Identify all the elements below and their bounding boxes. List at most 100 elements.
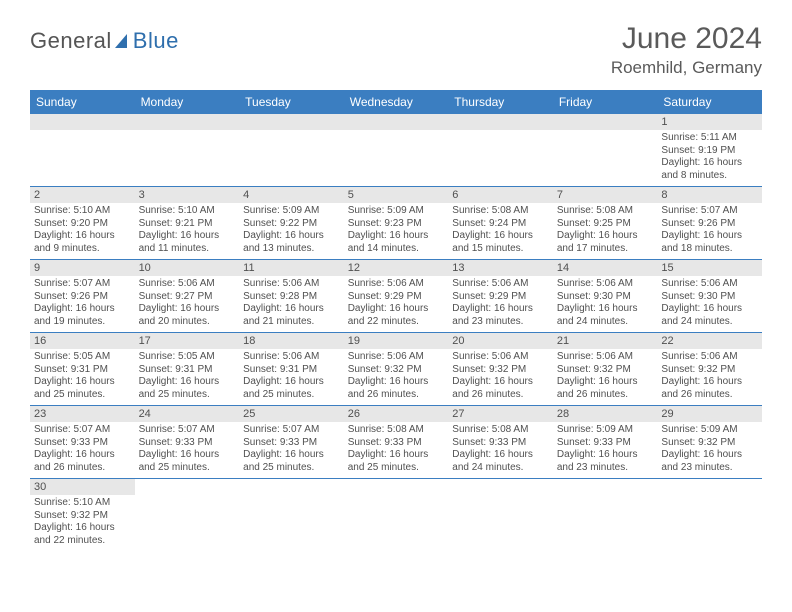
day-line-ss: Sunset: 9:32 PM [661,364,758,377]
day-line-ss: Sunset: 9:32 PM [661,437,758,450]
day-number: 26 [344,406,449,422]
day-cell: 16Sunrise: 5:05 AMSunset: 9:31 PMDayligh… [30,333,135,405]
day-number: 28 [553,406,658,422]
dow-cell: Monday [135,90,240,114]
day-cell [239,479,344,551]
day-line-d2: and 25 minutes. [243,389,340,402]
day-cell [448,479,553,551]
day-cell: 29Sunrise: 5:09 AMSunset: 9:32 PMDayligh… [657,406,762,478]
day-line-sr: Sunrise: 5:07 AM [139,424,236,437]
day-line-sr: Sunrise: 5:06 AM [661,351,758,364]
day-cell: 28Sunrise: 5:09 AMSunset: 9:33 PMDayligh… [553,406,658,478]
day-line-d1: Daylight: 16 hours [452,449,549,462]
day-line-sr: Sunrise: 5:09 AM [348,205,445,218]
dow-cell: Friday [553,90,658,114]
day-line-sr: Sunrise: 5:06 AM [243,351,340,364]
day-line-sr: Sunrise: 5:06 AM [139,278,236,291]
day-line-d2: and 19 minutes. [34,316,131,329]
day-line-d1: Daylight: 16 hours [139,303,236,316]
day-number: 25 [239,406,344,422]
day-line-d1: Daylight: 16 hours [34,449,131,462]
day-line-sr: Sunrise: 5:08 AM [557,205,654,218]
day-line-d1: Daylight: 16 hours [243,449,340,462]
day-line-d1: Daylight: 16 hours [34,303,131,316]
day-line-d1: Daylight: 16 hours [557,449,654,462]
day-line-sr: Sunrise: 5:08 AM [452,205,549,218]
day-line-d2: and 25 minutes. [34,389,131,402]
empty-day-bar [344,114,449,130]
day-line-sr: Sunrise: 5:06 AM [243,278,340,291]
day-line-ss: Sunset: 9:32 PM [348,364,445,377]
week-row: 30Sunrise: 5:10 AMSunset: 9:32 PMDayligh… [30,479,762,551]
logo-text: GeneralBlue [30,28,179,54]
day-number: 15 [657,260,762,276]
day-line-d1: Daylight: 16 hours [34,522,131,535]
day-cell [239,114,344,186]
day-number: 7 [553,187,658,203]
day-line-d1: Daylight: 16 hours [243,303,340,316]
day-line-sr: Sunrise: 5:06 AM [557,278,654,291]
logo-word1: General [30,28,112,53]
day-number: 19 [344,333,449,349]
day-cell: 21Sunrise: 5:06 AMSunset: 9:32 PMDayligh… [553,333,658,405]
week-row: 9Sunrise: 5:07 AMSunset: 9:26 PMDaylight… [30,260,762,333]
day-number: 5 [344,187,449,203]
day-cell: 3Sunrise: 5:10 AMSunset: 9:21 PMDaylight… [135,187,240,259]
day-cell: 2Sunrise: 5:10 AMSunset: 9:20 PMDaylight… [30,187,135,259]
day-number: 13 [448,260,553,276]
day-cell: 20Sunrise: 5:06 AMSunset: 9:32 PMDayligh… [448,333,553,405]
day-cell [135,114,240,186]
day-line-d1: Daylight: 16 hours [139,376,236,389]
day-line-ss: Sunset: 9:32 PM [557,364,654,377]
day-cell: 24Sunrise: 5:07 AMSunset: 9:33 PMDayligh… [135,406,240,478]
day-line-d1: Daylight: 16 hours [139,230,236,243]
day-line-sr: Sunrise: 5:10 AM [34,205,131,218]
day-number: 29 [657,406,762,422]
day-line-ss: Sunset: 9:31 PM [34,364,131,377]
day-line-sr: Sunrise: 5:07 AM [243,424,340,437]
dow-cell: Saturday [657,90,762,114]
day-line-sr: Sunrise: 5:09 AM [243,205,340,218]
day-cell [135,479,240,551]
day-number: 3 [135,187,240,203]
day-line-sr: Sunrise: 5:10 AM [139,205,236,218]
day-number: 14 [553,260,658,276]
calendar: Sunday Monday Tuesday Wednesday Thursday… [30,90,762,551]
day-line-ss: Sunset: 9:20 PM [34,218,131,231]
day-line-sr: Sunrise: 5:11 AM [661,132,758,145]
day-number: 24 [135,406,240,422]
day-line-ss: Sunset: 9:19 PM [661,145,758,158]
weeks-container: 1Sunrise: 5:11 AMSunset: 9:19 PMDaylight… [30,114,762,551]
day-line-d2: and 25 minutes. [139,462,236,475]
dow-cell: Sunday [30,90,135,114]
dow-cell: Wednesday [344,90,449,114]
day-cell: 1Sunrise: 5:11 AMSunset: 9:19 PMDaylight… [657,114,762,186]
day-line-d1: Daylight: 16 hours [557,303,654,316]
day-line-ss: Sunset: 9:24 PM [452,218,549,231]
day-number: 12 [344,260,449,276]
day-line-sr: Sunrise: 5:05 AM [139,351,236,364]
day-line-d2: and 14 minutes. [348,243,445,256]
day-number: 2 [30,187,135,203]
day-line-d2: and 9 minutes. [34,243,131,256]
day-line-d2: and 23 minutes. [557,462,654,475]
day-cell: 30Sunrise: 5:10 AMSunset: 9:32 PMDayligh… [30,479,135,551]
day-cell: 8Sunrise: 5:07 AMSunset: 9:26 PMDaylight… [657,187,762,259]
day-number: 30 [30,479,135,495]
sail-icon [113,32,135,50]
day-cell: 5Sunrise: 5:09 AMSunset: 9:23 PMDaylight… [344,187,449,259]
week-row: 1Sunrise: 5:11 AMSunset: 9:19 PMDaylight… [30,114,762,187]
day-cell: 7Sunrise: 5:08 AMSunset: 9:25 PMDaylight… [553,187,658,259]
day-line-d2: and 26 minutes. [557,389,654,402]
day-cell [657,479,762,551]
day-number: 17 [135,333,240,349]
day-line-sr: Sunrise: 5:06 AM [348,278,445,291]
month-title: June 2024 [611,22,762,56]
day-cell: 26Sunrise: 5:08 AMSunset: 9:33 PMDayligh… [344,406,449,478]
day-line-ss: Sunset: 9:33 PM [452,437,549,450]
day-number: 23 [30,406,135,422]
day-line-sr: Sunrise: 5:08 AM [348,424,445,437]
day-line-d2: and 22 minutes. [348,316,445,329]
day-line-ss: Sunset: 9:23 PM [348,218,445,231]
day-cell: 11Sunrise: 5:06 AMSunset: 9:28 PMDayligh… [239,260,344,332]
